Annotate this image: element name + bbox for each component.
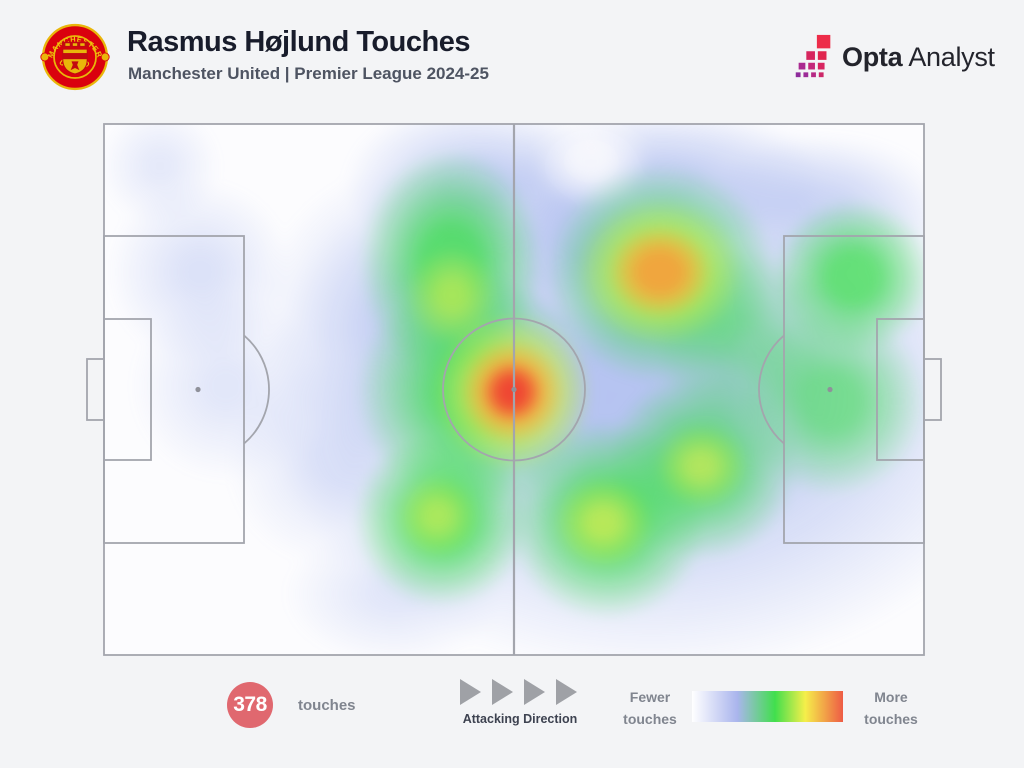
attacking-direction-label: Attacking Direction [462,712,578,726]
crest-devil [70,61,80,71]
right-goal [923,358,942,421]
pitch [84,104,944,675]
brand-analyst: Analyst [908,41,995,72]
left-six-yard-box [103,318,152,461]
centre-circle [442,317,586,462]
opta-squares-icon [795,34,831,78]
opta-analyst-logo: Opta Analyst [795,33,995,81]
pitch-lines [86,123,942,656]
legend-max-label: More touches [846,686,936,730]
right-six-yard-box [876,318,925,461]
touches-label: touches [298,697,356,714]
right-penalty-area [783,235,925,544]
attacking-direction-arrows-icon [460,679,577,705]
right-penalty-arc [758,334,785,445]
left-penalty-spot [195,386,201,393]
left-penalty-arc [243,334,270,445]
left-penalty-area [103,235,245,544]
centre-spot [511,386,517,393]
man-utd-crest: MANCHESTER UNITED [40,23,110,91]
brand-wordmark: Opta Analyst [842,42,995,73]
legend-min-line1: Fewer [629,689,671,705]
legend-max-line2: touches [864,711,918,727]
crest-football-left [40,52,50,62]
left-goal [86,358,105,421]
legend-gradient-bar [692,691,843,722]
touches-count: 378 [233,693,267,716]
legend-min-label: Fewer touches [610,686,690,730]
legend-min-line2: touches [623,711,677,727]
page-title: Rasmus Højlund Touches [127,26,470,58]
attacking-direction: Attacking Direction [445,679,595,726]
brand-opta: Opta [842,41,903,72]
touches-badge: 378 [227,682,273,728]
crest-football-right [100,52,110,62]
right-penalty-spot [827,386,833,393]
legend-max-line1: More [874,689,908,705]
page-subtitle: Manchester United | Premier League 2024-… [128,64,489,83]
